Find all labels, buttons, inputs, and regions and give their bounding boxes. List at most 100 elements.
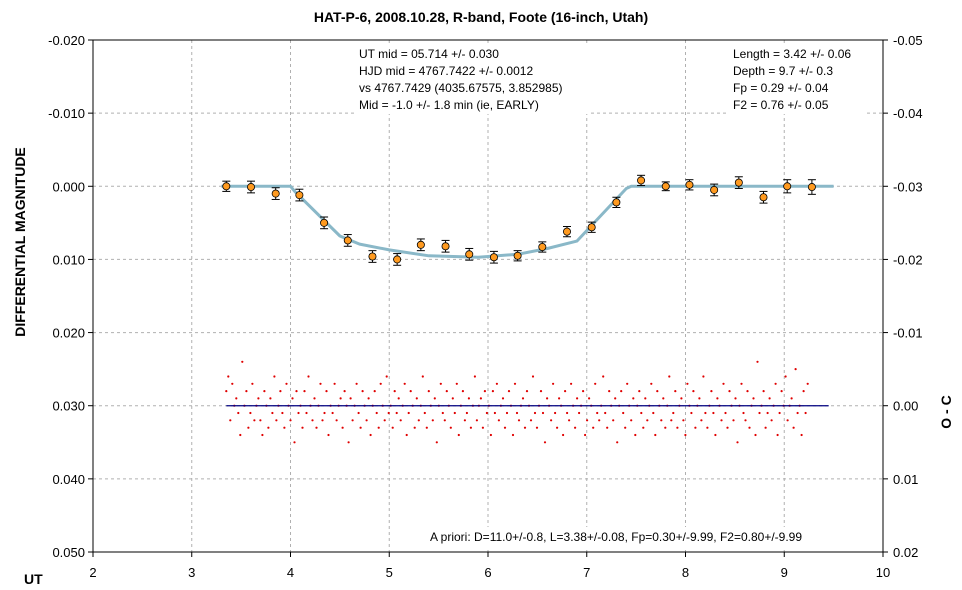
residual-point <box>331 411 334 415</box>
data-point <box>441 239 450 253</box>
residual-point <box>676 426 679 429</box>
data-point <box>271 187 280 200</box>
y2-tick-label: -0.04 <box>893 106 923 121</box>
residual-point <box>249 411 252 415</box>
residual-point <box>762 390 765 393</box>
residual-point <box>624 426 627 429</box>
residual-point <box>794 368 797 371</box>
point-marker <box>734 178 743 187</box>
residual-point <box>710 390 713 393</box>
y2-tick-label: 0.02 <box>893 545 918 560</box>
y2-tick-label: 0.01 <box>893 472 918 487</box>
residual-point <box>273 375 276 378</box>
point-marker <box>416 240 425 249</box>
fit-hjd-mid: HJD mid = 4767.7422 +/- 0.0012 <box>359 64 533 78</box>
y-tick-label: -0.010 <box>48 106 85 121</box>
residual-point <box>768 397 771 400</box>
point-marker <box>661 182 670 191</box>
residual-point <box>423 411 426 415</box>
residual-point <box>702 375 705 378</box>
residual-point <box>576 397 579 400</box>
residual-point <box>461 390 464 393</box>
residual-point <box>495 382 498 385</box>
residual-point <box>279 390 282 393</box>
residual-point <box>586 419 589 422</box>
residual-point <box>481 426 484 429</box>
apriori-annotation: A priori: D=11.0+/-0.8, L=3.38+/-0.08, F… <box>426 527 842 547</box>
point-marker <box>783 182 792 191</box>
residual-point <box>546 397 549 400</box>
residual-point <box>511 433 515 437</box>
point-marker <box>563 227 572 236</box>
residual-point <box>269 397 272 400</box>
residual-point <box>513 382 517 385</box>
x-axis-label: UT <box>24 571 43 587</box>
x-tick-label: 10 <box>876 565 890 580</box>
residual-point <box>664 426 667 429</box>
residual-point <box>652 411 655 415</box>
point-marker <box>489 253 498 262</box>
residual-point <box>409 390 412 393</box>
residual-point <box>784 375 787 378</box>
data-point <box>734 176 743 189</box>
data-point <box>295 188 304 202</box>
residual-point <box>339 397 342 400</box>
residual-point <box>790 397 793 400</box>
residual-point <box>531 375 535 378</box>
residual-point <box>351 419 354 422</box>
data-point <box>538 241 547 253</box>
model-fit-series <box>221 184 834 259</box>
residual-point <box>616 441 619 444</box>
residual-point <box>638 390 641 393</box>
plot-frame <box>92 39 884 553</box>
residual-point <box>682 419 685 422</box>
residual-point <box>271 411 274 415</box>
residual-point <box>644 397 647 400</box>
residual-point <box>333 382 336 385</box>
y-tick-label: 0.030 <box>52 399 85 414</box>
residual-point <box>592 426 595 429</box>
residual-point <box>694 426 697 429</box>
residual-point <box>227 375 230 378</box>
chart-title: HAT-P-6, 2008.10.28, R-band, Foote (16-i… <box>314 9 648 25</box>
residual-point <box>475 419 478 422</box>
residual-point <box>662 397 665 400</box>
point-marker <box>393 255 402 264</box>
fit-mid-offset: Mid = -1.0 +/- 1.8 min (ie, EARLY) <box>359 98 539 112</box>
param-depth: Depth = 9.7 +/- 0.3 <box>733 64 833 78</box>
point-marker <box>685 180 694 189</box>
binned-points-series <box>222 174 816 266</box>
residual-point <box>451 397 454 400</box>
residual-point <box>441 411 444 415</box>
residual-point <box>335 419 338 422</box>
data-point <box>489 250 498 264</box>
residual-point <box>698 397 701 400</box>
residual-point <box>800 433 803 437</box>
residual-point <box>552 382 555 385</box>
residual-point <box>634 433 637 437</box>
data-point <box>587 221 596 233</box>
residual-point <box>283 426 286 429</box>
residual-point <box>373 390 376 393</box>
residual-point <box>515 411 519 415</box>
residual-point <box>293 441 296 444</box>
residual-point <box>501 397 505 400</box>
residual-point <box>431 419 434 422</box>
point-marker <box>587 223 596 232</box>
residual-point <box>319 382 322 385</box>
residual-point <box>562 433 565 437</box>
point-marker <box>710 185 719 194</box>
residual-point <box>620 390 623 393</box>
residual-point <box>724 411 727 415</box>
y-tick-label: 0.010 <box>52 252 85 267</box>
point-marker <box>246 183 255 192</box>
data-point <box>637 174 646 187</box>
residual-point <box>558 397 561 400</box>
residual-point <box>397 397 400 400</box>
residual-point <box>588 397 591 400</box>
residual-point <box>660 419 663 422</box>
residual-point <box>690 411 693 415</box>
residual-point <box>405 433 408 437</box>
residual-point <box>523 426 527 429</box>
